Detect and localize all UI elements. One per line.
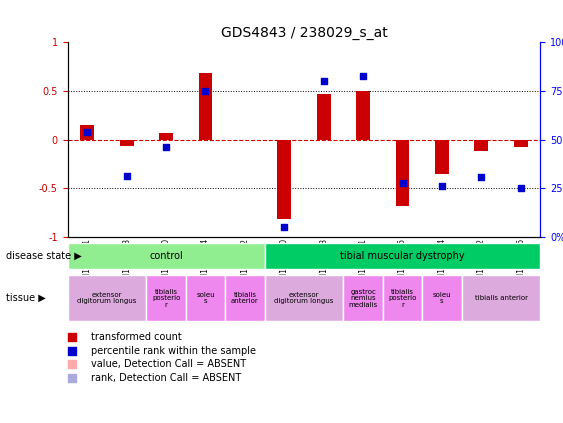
Text: control: control — [149, 251, 183, 261]
Point — [477, 173, 486, 180]
FancyBboxPatch shape — [68, 275, 146, 321]
Point — [319, 78, 328, 85]
Text: soleu
s: soleu s — [432, 292, 452, 305]
Text: tibialis anterior: tibialis anterior — [475, 295, 528, 301]
Bar — [396, 140, 409, 206]
FancyBboxPatch shape — [265, 275, 343, 321]
Text: percentile rank within the sample: percentile rank within the sample — [91, 346, 256, 356]
Point — [398, 180, 407, 187]
Point — [359, 73, 368, 80]
Bar — [81, 125, 94, 140]
FancyBboxPatch shape — [265, 243, 540, 269]
Text: rank, Detection Call = ABSENT: rank, Detection Call = ABSENT — [91, 373, 242, 383]
Point — [280, 224, 289, 231]
Text: value, Detection Call = ABSENT: value, Detection Call = ABSENT — [91, 359, 247, 369]
Bar — [514, 140, 528, 147]
Point — [437, 183, 446, 190]
Title: GDS4843 / 238029_s_at: GDS4843 / 238029_s_at — [221, 26, 387, 40]
Bar — [199, 74, 212, 140]
Bar — [356, 91, 370, 140]
Bar — [317, 94, 330, 140]
Point — [516, 185, 525, 192]
Bar — [159, 133, 173, 140]
FancyBboxPatch shape — [186, 275, 225, 321]
FancyBboxPatch shape — [68, 243, 265, 269]
Point — [201, 88, 210, 94]
FancyBboxPatch shape — [422, 275, 462, 321]
Text: extensor
digitorum longus: extensor digitorum longus — [274, 292, 334, 305]
FancyBboxPatch shape — [462, 275, 540, 321]
Text: transformed count: transformed count — [91, 332, 182, 342]
Point — [342, 291, 351, 298]
Bar — [475, 140, 488, 151]
FancyBboxPatch shape — [383, 275, 422, 321]
Bar — [278, 140, 291, 220]
Text: gastroc
nemius
medialis: gastroc nemius medialis — [348, 289, 378, 308]
Point — [342, 167, 351, 173]
Text: tibial muscular dystrophy: tibial muscular dystrophy — [340, 251, 465, 261]
Text: tibialis
anterior: tibialis anterior — [231, 292, 259, 305]
Text: tibialis
posterio
r: tibialis posterio r — [152, 289, 180, 308]
Text: tissue ▶: tissue ▶ — [6, 293, 46, 303]
Bar — [120, 140, 133, 146]
FancyBboxPatch shape — [225, 275, 265, 321]
FancyBboxPatch shape — [146, 275, 186, 321]
Text: extensor
digitorum longus: extensor digitorum longus — [77, 292, 137, 305]
Point — [162, 144, 171, 151]
Text: tibialis
posterio
r: tibialis posterio r — [388, 289, 417, 308]
Text: disease state ▶: disease state ▶ — [6, 251, 82, 261]
Point — [122, 172, 131, 179]
Point — [83, 129, 92, 135]
Text: soleu
s: soleu s — [196, 292, 215, 305]
Point — [342, 41, 351, 48]
FancyBboxPatch shape — [343, 275, 383, 321]
Bar — [435, 140, 449, 173]
